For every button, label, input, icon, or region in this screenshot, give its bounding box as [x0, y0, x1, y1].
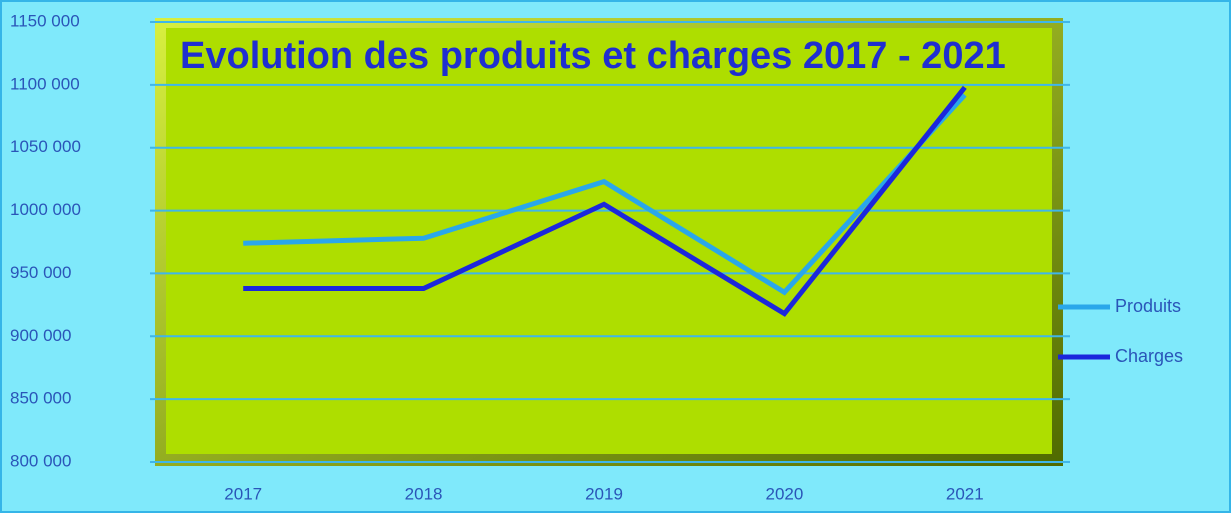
line	[243, 85, 967, 317]
y-tick-label: 1150 000	[10, 11, 80, 30]
chart-title: Evolution des produits et charges 2017 -…	[180, 35, 1006, 77]
y-tick-label: 950 000	[10, 263, 71, 282]
x-tick-label: 2017	[224, 484, 262, 503]
legend-label: Produits	[1115, 296, 1181, 316]
x-tick-label: 2018	[405, 484, 443, 503]
y-tick-label: 1050 000	[10, 137, 81, 156]
y-tick-label: 1100 000	[10, 74, 80, 93]
legend-label: Charges	[1115, 346, 1183, 366]
x-tick-label: 2021	[946, 484, 984, 503]
x-tick-label: 2019	[585, 484, 623, 503]
y-tick-label: 850 000	[10, 389, 71, 408]
line	[243, 93, 967, 296]
y-tick-label: 900 000	[10, 326, 71, 345]
x-tick-label: 2020	[765, 484, 803, 503]
y-tick-label: 1000 000	[10, 200, 81, 219]
y-tick-label: 800 000	[10, 451, 71, 470]
